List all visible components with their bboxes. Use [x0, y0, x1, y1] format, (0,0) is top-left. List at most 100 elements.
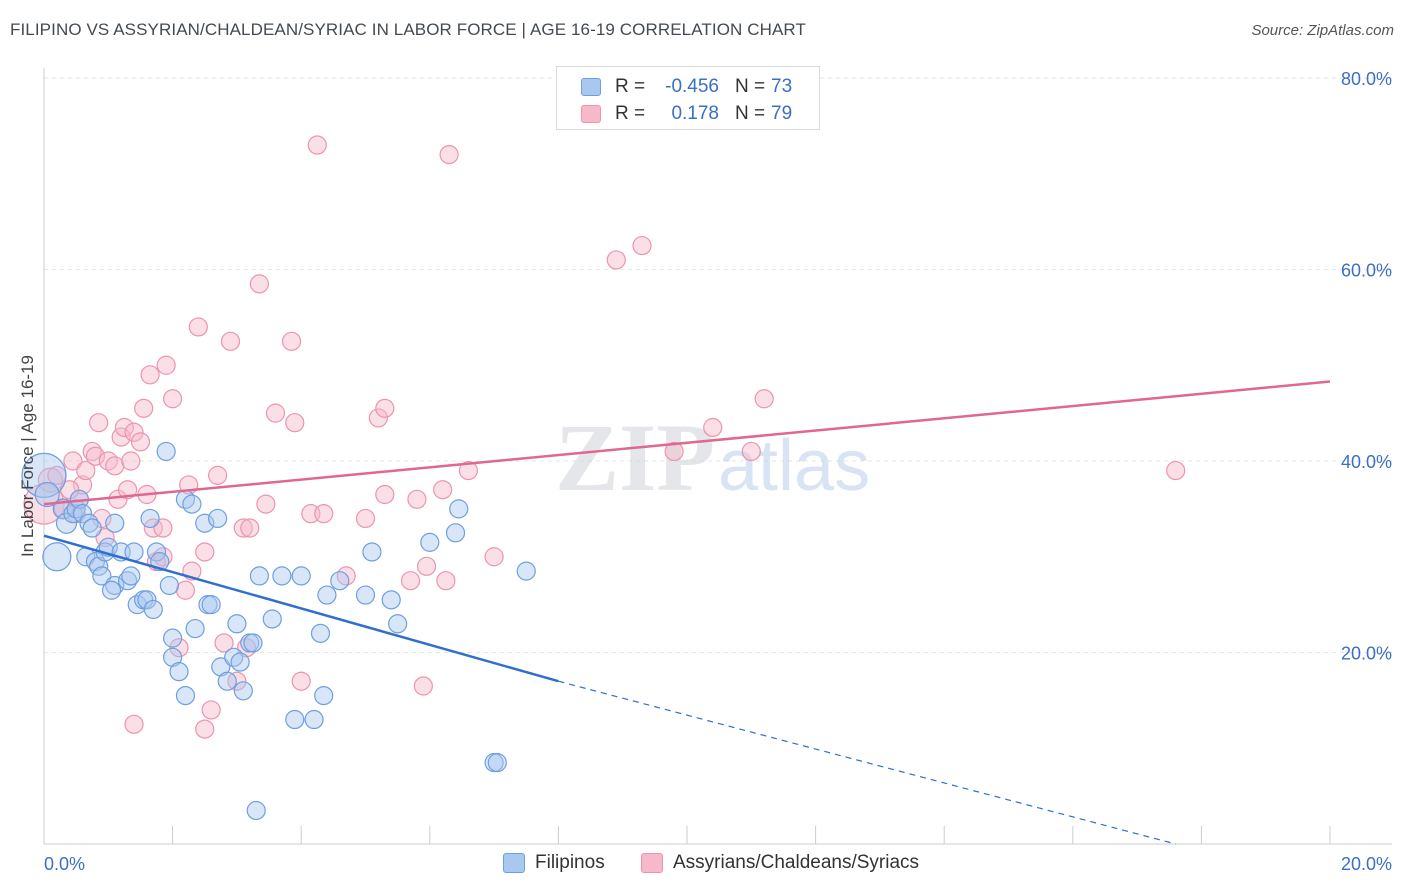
point-assyrians — [439, 145, 459, 165]
point-filipinos — [143, 599, 163, 620]
point-filipinos — [487, 753, 507, 773]
point-assyrians — [214, 633, 234, 653]
point-assyrians — [291, 671, 311, 691]
point-assyrians — [201, 700, 221, 720]
point-assyrians — [156, 355, 176, 375]
point-assyrians — [220, 331, 241, 351]
point-assyrians — [416, 556, 437, 576]
trend-line-filipinos — [43, 534, 559, 683]
legend-r-value: 0.178 — [671, 103, 719, 124]
point-filipinos — [208, 508, 228, 529]
correlation-legend: R = -0.456 N = 73 R = 0.178 N = 79 — [556, 66, 820, 130]
point-assyrians — [195, 542, 215, 562]
trend-line-filipinos-extrapolated — [558, 680, 1176, 845]
point-filipinos — [449, 499, 469, 519]
tick-labels: 20.0% 40.0% 60.0% 80.0% 0.0% 20.0% — [44, 69, 1392, 874]
point-filipinos — [227, 614, 247, 634]
point-assyrians — [632, 235, 652, 256]
point-filipinos — [233, 681, 253, 701]
point-assyrians — [741, 441, 761, 462]
point-assyrians — [89, 413, 109, 433]
point-assyrians — [433, 480, 453, 500]
point-assyrians — [233, 518, 253, 538]
point-assyrians — [117, 480, 138, 500]
point-filipinos — [217, 671, 237, 691]
point-assyrians — [130, 432, 151, 452]
point-assyrians — [169, 638, 189, 658]
point-assyrians — [72, 475, 93, 495]
point-filipinos — [159, 575, 179, 596]
point-assyrians — [413, 676, 433, 696]
point-assyrians — [355, 508, 376, 529]
point-filipinos — [272, 566, 292, 586]
point-assyrians — [63, 451, 83, 471]
point-filipinos — [262, 609, 282, 629]
legend-row-filipinos: R = -0.456 N = 73 — [557, 73, 819, 101]
chart-title: FILIPINO VS ASSYRIAN/CHALDEAN/SYRIAC IN … — [10, 20, 806, 39]
point-filipinos — [516, 561, 536, 581]
point-assyrians — [175, 580, 196, 600]
legend-row-assyrians: R = 0.178 N = 79 — [557, 100, 819, 128]
point-filipinos — [156, 441, 176, 462]
y-tick-label: 20.0% — [1341, 644, 1392, 664]
point-filipinos — [355, 585, 376, 605]
point-filipinos — [101, 580, 122, 600]
trend-lines — [43, 380, 1331, 845]
point-assyrians — [285, 413, 305, 433]
series-legend: Filipinos Assyrians/Chaldeans/Syriacs — [0, 850, 1406, 878]
legend-r-label: R = — [615, 76, 646, 97]
point-assyrians — [400, 571, 421, 591]
point-assyrians — [208, 465, 228, 485]
point-filipinos — [362, 542, 382, 562]
point-filipinos — [388, 614, 408, 634]
point-assyrians — [134, 398, 154, 418]
legend-swatch-blue — [581, 78, 601, 96]
point-assyrians — [249, 274, 270, 294]
point-assyrians — [754, 389, 774, 409]
point-assyrians — [153, 518, 173, 538]
legend-swatch-pink — [641, 853, 663, 873]
legend-n-label: N = — [735, 103, 766, 124]
point-assyrians — [124, 422, 144, 442]
point-assyrians — [163, 389, 183, 409]
watermark-zip: ZIP — [555, 404, 715, 511]
point-filipinos — [314, 685, 334, 706]
point-assyrians — [606, 250, 626, 270]
point-assyrians — [140, 365, 160, 385]
point-assyrians — [407, 489, 427, 509]
point-assyrians — [314, 504, 334, 524]
point-assyrians — [188, 317, 208, 337]
point-filipinos — [163, 628, 183, 648]
point-filipinos — [163, 647, 183, 667]
point-assyrians — [664, 441, 684, 462]
point-filipinos — [420, 532, 440, 552]
point-filipinos — [42, 542, 72, 572]
legend-r-value: -0.456 — [665, 76, 719, 97]
watermark-atlas: atlas — [718, 426, 870, 506]
point-filipinos — [34, 481, 60, 508]
point-filipinos — [121, 566, 141, 586]
point-filipinos — [310, 623, 331, 643]
point-assyrians — [375, 398, 395, 418]
point-filipinos — [185, 618, 205, 639]
chart-source: Source: ZipAtlas.com — [1251, 22, 1394, 39]
legend-n-label: N = — [735, 76, 766, 97]
point-assyrians — [256, 494, 276, 514]
point-filipinos — [285, 709, 305, 730]
point-assyrians — [227, 671, 247, 691]
point-assyrians — [1166, 460, 1186, 481]
point-filipinos — [291, 566, 311, 586]
point-filipinos — [140, 508, 160, 529]
point-filipinos — [304, 709, 324, 730]
point-assyrians — [114, 417, 134, 438]
point-filipinos — [230, 652, 250, 672]
point-filipinos — [201, 595, 221, 615]
point-filipinos — [175, 685, 196, 706]
point-filipinos — [330, 571, 350, 591]
y-tick-label: 40.0% — [1341, 452, 1392, 472]
point-assyrians — [121, 451, 141, 471]
legend-swatch-blue — [503, 853, 525, 873]
point-filipinos — [137, 590, 157, 610]
point-filipinos — [105, 513, 125, 533]
